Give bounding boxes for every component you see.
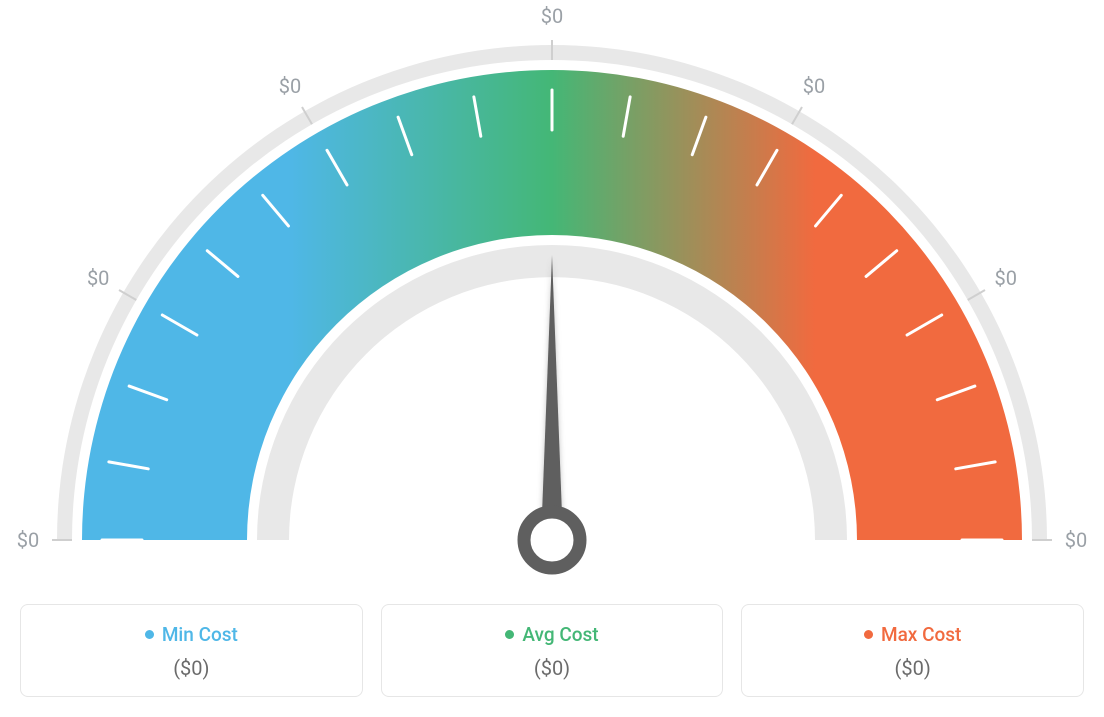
legend-title: Avg Cost [505, 623, 598, 646]
legend-dot-icon [505, 630, 514, 639]
legend-dot-icon [864, 630, 873, 639]
gauge-svg [20, 20, 1084, 580]
legend-label: Avg Cost [522, 623, 598, 646]
legend-label: Min Cost [162, 623, 238, 646]
gauge-needle [541, 255, 563, 540]
gauge-chart: $0$0$0$0$0$0$0 [20, 20, 1084, 580]
legend-title: Min Cost [145, 623, 238, 646]
legend-row: Min Cost ($0) Avg Cost ($0) Max Cost ($0) [20, 604, 1084, 697]
cost-gauge-widget: $0$0$0$0$0$0$0 Min Cost($0)Avg Cost($0)M… [20, 20, 1084, 697]
legend-card-avg: Avg Cost ($0) [381, 604, 724, 697]
gauge-needle-hub [524, 512, 580, 568]
legend-dot-icon [145, 630, 154, 639]
legend-card-min: Min Cost ($0) [20, 604, 363, 697]
legend-title: Max Cost [864, 623, 961, 646]
legend-value: ($0) [31, 656, 352, 680]
legend-card-max: Max Cost ($0) [741, 604, 1084, 697]
legend-label: Max Cost [881, 623, 961, 646]
legend-value: ($0) [752, 656, 1073, 680]
legend-value: ($0) [392, 656, 713, 680]
